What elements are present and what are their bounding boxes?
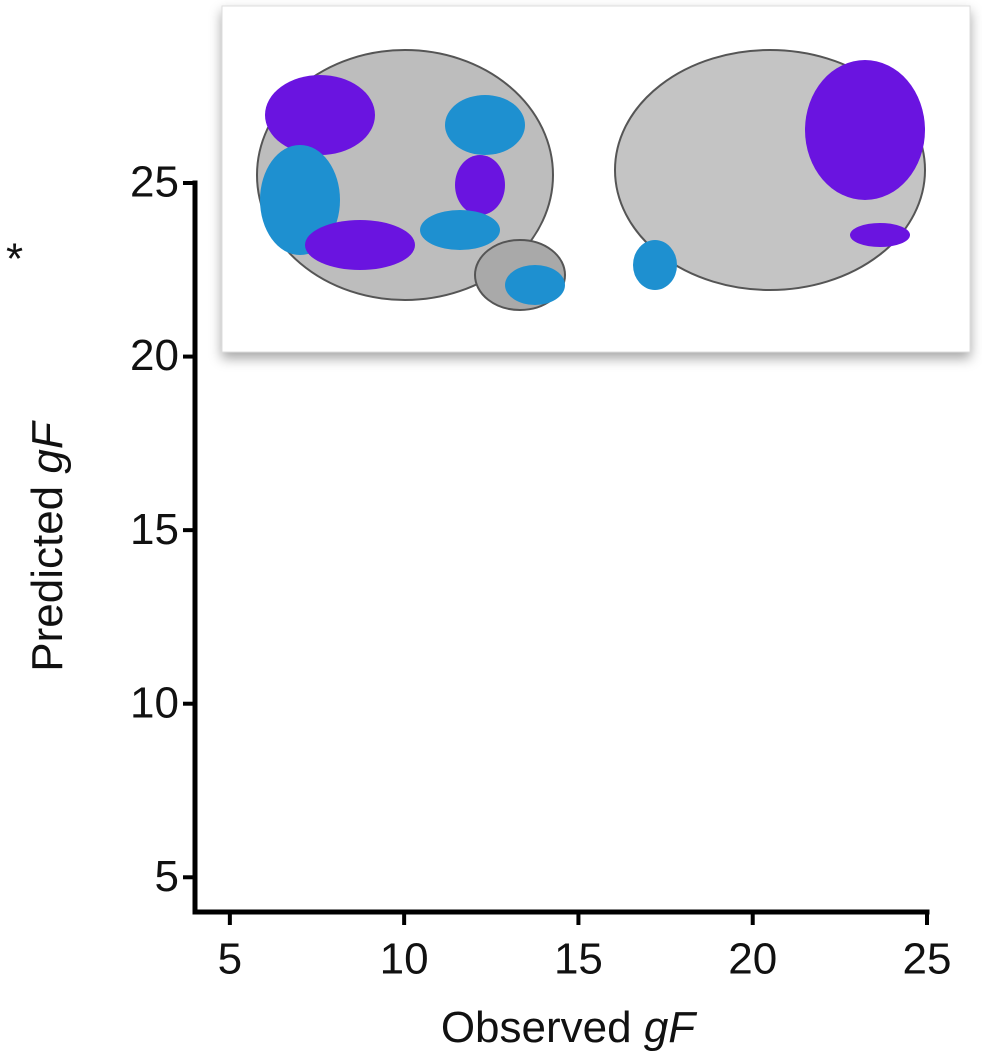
brain-inset: [221, 5, 971, 353]
y-tick-label: 10: [130, 678, 179, 727]
y-tick-label: 25: [130, 158, 179, 207]
x-tick-label: 10: [380, 935, 429, 984]
x-tick-label: 5: [218, 935, 242, 984]
y-tick-label: 5: [155, 852, 179, 901]
x-tick-label: 25: [903, 935, 952, 984]
y-label-text: Predicted: [23, 486, 72, 672]
y-tick-label: 20: [130, 331, 179, 380]
y-axis-label: Predicted gF: [23, 420, 72, 672]
y-label-symbol: gF: [23, 420, 72, 473]
x-label-text: Observed: [441, 1003, 632, 1052]
x-tick-label: 15: [554, 935, 603, 984]
y-tick-label: 15: [130, 505, 179, 554]
x-tick-label: 20: [728, 935, 777, 984]
x-label-symbol: gF: [644, 1003, 697, 1052]
x-axis-label: Observed gF: [441, 1003, 697, 1052]
annotation: *: [6, 235, 23, 284]
